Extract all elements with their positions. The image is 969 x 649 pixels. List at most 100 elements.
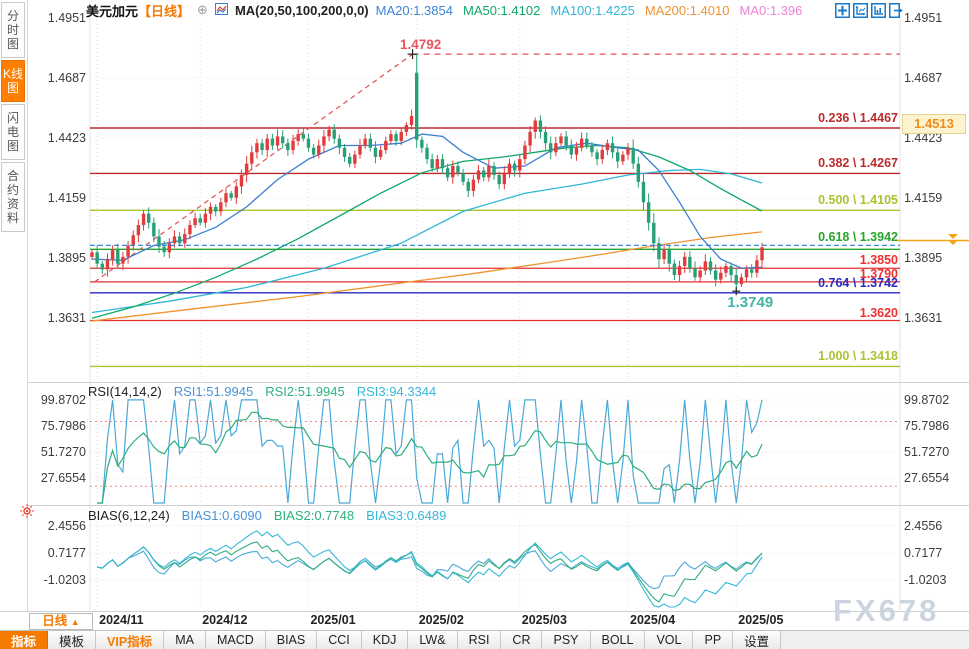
- candle-body: [389, 134, 393, 141]
- toolbar-button-VOL[interactable]: VOL: [645, 631, 694, 649]
- x-axis-month-label: 2025/05: [738, 613, 784, 627]
- candle-body: [270, 138, 275, 146]
- toolbar-button-CR[interactable]: CR: [501, 631, 543, 649]
- candle-body: [744, 269, 749, 278]
- bias-axis-label: 2.4556: [904, 518, 943, 533]
- rsi-value-label: RSI2:51.9945: [265, 384, 345, 399]
- y-axis-label: 1.3895: [47, 251, 86, 265]
- candle-body: [280, 136, 285, 144]
- candle-body: [105, 259, 110, 270]
- toolbar-button-LW&[interactable]: LW&: [408, 631, 458, 649]
- ma-value-label: MA100:1.4225: [550, 2, 635, 18]
- candle-body: [244, 163, 249, 176]
- indicator-sun-icon[interactable]: [19, 503, 35, 524]
- candle-body: [688, 256, 692, 269]
- toolbar-button-CCI[interactable]: CCI: [317, 631, 362, 649]
- x-axis-month-label: 2024/11: [99, 613, 144, 627]
- candle-body: [136, 225, 141, 236]
- candle-body: [755, 260, 759, 273]
- toolbar-button-BOLL[interactable]: BOLL: [590, 631, 646, 649]
- watermark: FX678: [833, 593, 940, 628]
- axis-scale-icon[interactable]: [853, 3, 868, 18]
- candle-body: [590, 145, 594, 153]
- ma-value-label: MA50:1.4102: [462, 2, 541, 18]
- candlestick-chart[interactable]: [0, 0, 969, 612]
- rsi-axis-label: 99.8702: [904, 393, 950, 407]
- candle-body: [208, 206, 213, 214]
- toolbar-button-MACD[interactable]: MACD: [205, 631, 266, 649]
- candle-body: [471, 179, 476, 191]
- bias-value-label: BIAS1:0.6090: [181, 508, 262, 523]
- toolbar-button-PP[interactable]: PP: [693, 631, 734, 649]
- candle-body: [157, 236, 161, 247]
- rsi3-line: [97, 399, 763, 504]
- toolbar-button-VIP指标[interactable]: VIP指标: [96, 631, 165, 649]
- candle-body: [250, 152, 254, 164]
- y-axis-label: 1.4951: [904, 11, 943, 25]
- indicator-toolbar: 指标 模板 VIP指标 MA MACD BIAS CCI KDJ LW& RSI CR PSY BOLL…: [0, 630, 969, 649]
- toolbar-button-PSY[interactable]: PSY: [542, 631, 591, 649]
- candle-body: [729, 265, 733, 276]
- y-axis-label: 1.4159: [904, 191, 943, 205]
- rsi1-rsi2-line: [97, 411, 763, 504]
- panel-separator[interactable]: [28, 505, 969, 506]
- candle-body: [90, 252, 94, 257]
- pane-exit-icon[interactable]: [889, 3, 904, 18]
- candle-body: [430, 159, 434, 169]
- toolbar-button-MA[interactable]: MA: [164, 631, 206, 649]
- candle-body: [605, 143, 610, 151]
- candle-body: [203, 213, 208, 223]
- sidebar-tab-1[interactable]: 分时图: [1, 2, 25, 58]
- axis-price-flag: 1.4513: [902, 114, 966, 134]
- candle-body: [636, 163, 641, 182]
- candle-body: [451, 165, 455, 178]
- candle-body: [116, 250, 120, 264]
- y-axis-label: 1.4951: [47, 11, 86, 25]
- toolbar-button-KDJ[interactable]: KDJ: [361, 631, 409, 649]
- y-axis-label: 1.3631: [47, 311, 86, 325]
- candle-body: [549, 143, 553, 153]
- candle-body: [260, 143, 264, 151]
- candle-body: [239, 175, 244, 187]
- move-icon[interactable]: [835, 3, 850, 18]
- ma-chart-icon: [214, 2, 228, 18]
- candle-body: [667, 250, 671, 264]
- sidebar-tab-3[interactable]: 闪电图: [1, 104, 25, 160]
- candle-body: [518, 159, 522, 171]
- candle-body: [399, 131, 403, 141]
- rsi-axis-label: 75.7986: [40, 418, 86, 433]
- toolbar-button-RSI[interactable]: RSI: [457, 631, 502, 649]
- candle-body: [487, 165, 491, 178]
- candle-body: [291, 140, 295, 151]
- candle-body: [719, 272, 723, 280]
- candle-body: [177, 236, 182, 244]
- sidebar-tab-2[interactable]: K线图: [1, 60, 25, 102]
- sidebar-tab-4[interactable]: 合约资料: [1, 162, 25, 232]
- candle-body: [141, 213, 146, 226]
- candle-body: [440, 159, 445, 169]
- period-selector[interactable]: 日线 ▲: [29, 613, 93, 630]
- candle-body: [188, 225, 192, 235]
- toolbar-button-模板[interactable]: 模板: [48, 631, 97, 649]
- candle-body: [657, 243, 661, 260]
- axis-shift-icon[interactable]: [871, 3, 886, 18]
- candle-body: [595, 152, 599, 160]
- candle-body: [626, 147, 630, 155]
- candle-body: [219, 202, 223, 212]
- toolbar-button-指标[interactable]: 指标: [0, 631, 49, 649]
- toolbar-button-BIAS[interactable]: BIAS: [265, 631, 318, 649]
- add-compare-icon[interactable]: ⊕: [197, 2, 208, 17]
- candle-body: [100, 263, 105, 270]
- candle-body: [332, 129, 336, 139]
- candle-body: [641, 181, 646, 203]
- panel-separator[interactable]: [28, 382, 969, 383]
- candle-body: [554, 143, 558, 153]
- candle-body: [677, 265, 682, 276]
- candle-body: [538, 120, 543, 132]
- candle-body: [126, 245, 130, 257]
- toolbar-button-设置[interactable]: 设置: [733, 631, 782, 649]
- ma-line-ma200: [91, 231, 763, 322]
- candle-body: [409, 115, 414, 126]
- candle-body: [708, 261, 713, 271]
